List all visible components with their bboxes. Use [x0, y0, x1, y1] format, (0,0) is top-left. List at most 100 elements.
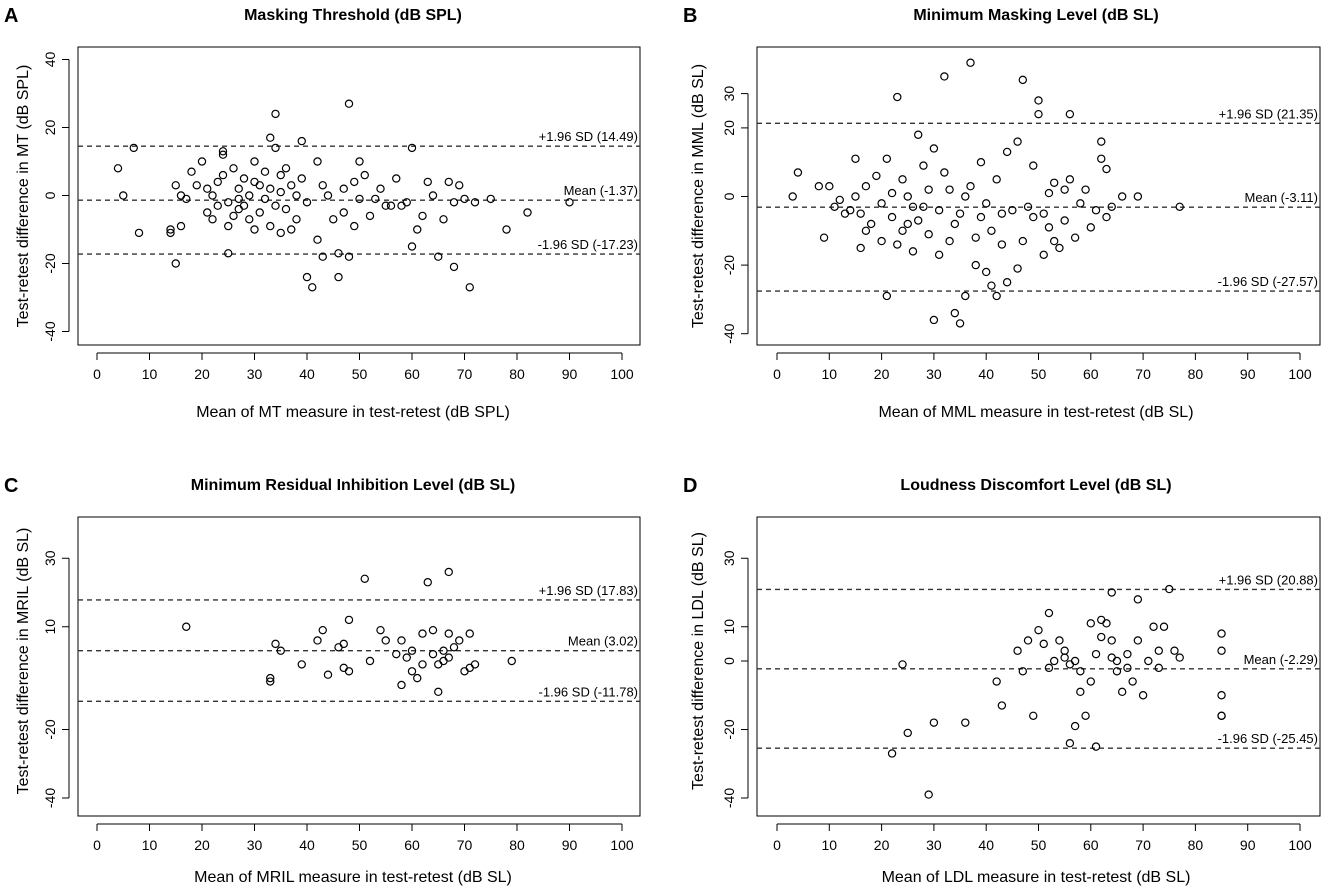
data-point — [376, 184, 385, 193]
data-point — [1070, 233, 1080, 242]
data-point — [318, 625, 327, 635]
data-point — [381, 636, 390, 645]
data-point — [1123, 663, 1132, 673]
data-point — [449, 198, 459, 207]
data-point — [830, 202, 839, 211]
data-point — [402, 653, 411, 662]
data-point — [961, 291, 970, 301]
y-axis-label: Test-retest difference in MRIL (dB SL) — [15, 528, 32, 795]
data-point — [297, 136, 306, 146]
data-point — [397, 680, 406, 690]
panel-c: C Minimum Residual Inhibition Level (dB S… — [4, 475, 641, 886]
data-point — [1029, 161, 1038, 170]
data-point — [439, 656, 448, 666]
x-tick-label: 10 — [822, 366, 838, 382]
panel-a: A Masking Threshold (dB SPL) 0 10 20 30 40 50 60… — [4, 5, 641, 421]
data-point — [344, 99, 354, 108]
data-point — [992, 677, 1001, 686]
data-point — [1154, 663, 1163, 673]
data-point — [418, 629, 427, 638]
data-point — [976, 212, 986, 222]
data-point — [407, 242, 417, 251]
lower-limit-line-label: -1.96 SD (-27.57) — [1218, 274, 1318, 289]
y-tick-label: 30 — [721, 86, 737, 102]
data-point — [208, 191, 217, 200]
data-point — [814, 182, 824, 191]
data-point — [851, 192, 860, 201]
data-point — [434, 687, 443, 697]
data-point — [339, 639, 348, 649]
x-tick-label: 0 — [773, 837, 781, 853]
data-point — [861, 226, 871, 235]
data-point — [887, 749, 897, 758]
data-point — [887, 188, 897, 198]
y-tick-label: 0 — [721, 192, 737, 200]
data-point — [1102, 164, 1111, 174]
data-point — [176, 221, 186, 231]
data-point — [1013, 264, 1022, 273]
data-point — [371, 194, 380, 204]
data-point — [898, 660, 907, 669]
y-tick-label: -20 — [721, 719, 737, 739]
data-point — [1076, 199, 1085, 208]
data-point — [323, 670, 333, 679]
data-point — [428, 625, 438, 635]
data-point — [997, 701, 1007, 710]
data-point — [1217, 691, 1226, 700]
data-point — [1013, 137, 1022, 146]
data-point — [386, 201, 396, 210]
y-tick-label: 30 — [721, 550, 737, 566]
plot-frame — [756, 516, 1321, 817]
y-axis-label: Test-retest difference in MT (dB SPL) — [15, 65, 32, 328]
x-tick-label: 0 — [773, 366, 781, 382]
data-point — [470, 660, 480, 669]
data-point — [1112, 667, 1122, 676]
x-tick-label: 90 — [562, 366, 578, 382]
data-point — [1044, 663, 1054, 673]
lower-limit-line-label: -1.96 SD (-11.78) — [539, 684, 638, 699]
data-point — [1175, 653, 1184, 662]
data-point — [250, 225, 259, 234]
x-tick-label: 50 — [1031, 837, 1047, 853]
data-point — [898, 175, 907, 184]
data-point — [428, 191, 438, 200]
data-point — [1034, 625, 1043, 635]
x-tick-label: 50 — [352, 837, 368, 853]
data-point — [1002, 278, 1012, 287]
data-point — [271, 143, 280, 153]
x-tick-label: 40 — [299, 837, 315, 853]
data-point — [407, 667, 417, 676]
data-point — [1029, 212, 1038, 222]
data-point — [266, 133, 275, 142]
data-point — [397, 201, 406, 210]
data-point — [1081, 185, 1090, 194]
x-tick-label: 40 — [978, 837, 994, 853]
data-point — [308, 283, 317, 292]
data-point — [1102, 619, 1111, 628]
x-axis-label: Mean of LDL measure in test-retest (dB S… — [882, 869, 1191, 886]
data-point — [1023, 636, 1033, 645]
data-point — [1217, 711, 1226, 721]
data-point — [940, 168, 949, 177]
x-tick-label: 60 — [404, 366, 420, 382]
data-point — [287, 225, 296, 234]
x-tick-label: 40 — [978, 366, 994, 382]
x-tick-label: 80 — [1188, 837, 1204, 853]
data-point — [392, 174, 401, 183]
data-point — [276, 228, 285, 238]
data-point — [302, 272, 312, 282]
data-point — [444, 653, 453, 662]
data-point — [218, 170, 228, 180]
mean-line-label: Mean (3.02) — [568, 634, 638, 649]
data-point — [413, 673, 422, 683]
lower-limit-line-label: -1.96 SD (-25.45) — [1218, 731, 1318, 746]
data-point — [271, 109, 280, 119]
y-tick-label: -40 — [42, 321, 58, 341]
data-point — [250, 177, 259, 187]
lower-limit-line-label: -1.96 SD (-17.23) — [538, 237, 638, 252]
data-point — [1097, 632, 1106, 642]
data-point — [208, 215, 217, 224]
data-point — [1065, 109, 1075, 119]
data-point — [271, 639, 280, 649]
data-point — [166, 228, 175, 238]
